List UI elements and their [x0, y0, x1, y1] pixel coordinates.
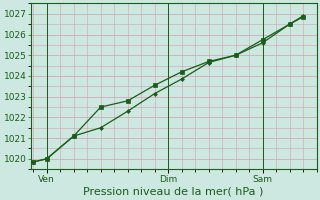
X-axis label: Pression niveau de la mer( hPa ): Pression niveau de la mer( hPa )	[83, 187, 264, 197]
